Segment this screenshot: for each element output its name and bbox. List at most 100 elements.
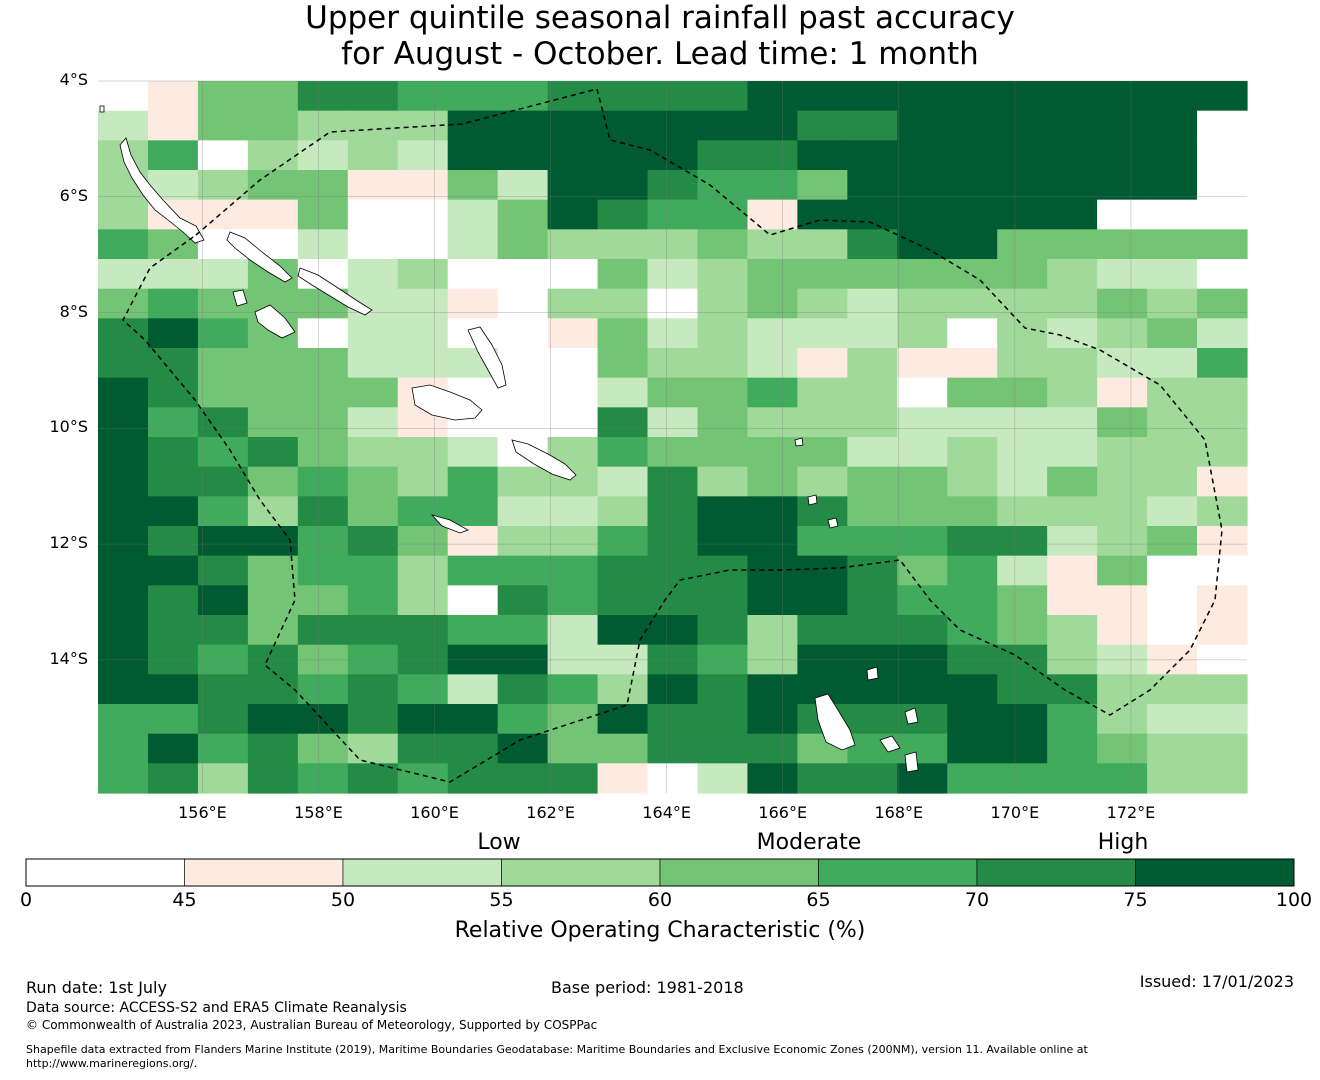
grid-cell bbox=[1197, 555, 1248, 586]
grid-cell bbox=[1047, 140, 1098, 171]
grid-cell bbox=[647, 615, 699, 646]
grid-cell bbox=[1047, 81, 1098, 112]
grid-cell bbox=[897, 318, 948, 349]
grid-cell bbox=[1147, 437, 1198, 468]
grid-cell bbox=[447, 81, 499, 112]
grid-cell bbox=[497, 348, 549, 379]
grid-cell bbox=[98, 81, 149, 112]
grid-cell bbox=[1147, 407, 1198, 438]
grid-cell bbox=[947, 140, 998, 171]
island-rendova bbox=[232, 289, 248, 307]
longitude-label: 156°E bbox=[178, 803, 227, 822]
grid-cell bbox=[747, 704, 798, 735]
grid-cell bbox=[897, 407, 948, 438]
longitude-label: 168°E bbox=[874, 803, 924, 822]
grid-cell bbox=[547, 704, 599, 735]
grid-cell bbox=[647, 110, 699, 141]
grid-cell bbox=[547, 377, 599, 408]
grid-cell bbox=[1047, 733, 1098, 764]
grid-cell bbox=[797, 377, 848, 408]
grid-cell bbox=[347, 199, 399, 230]
grid-cell bbox=[947, 348, 998, 379]
grid-cell bbox=[997, 674, 1048, 705]
grid-cell bbox=[1147, 496, 1198, 527]
grid-cell bbox=[597, 348, 649, 379]
grid-cell bbox=[647, 288, 699, 319]
grid-cell bbox=[1047, 199, 1098, 230]
grid-cell bbox=[297, 437, 349, 468]
grid-cell bbox=[98, 555, 149, 586]
grid-cell bbox=[1097, 377, 1148, 408]
grid-cell bbox=[947, 377, 998, 408]
grid-cell bbox=[347, 555, 399, 586]
grid-cell bbox=[947, 199, 998, 230]
title-line-2: for August - October. Lead time: 1 month bbox=[341, 36, 979, 72]
grid-cell bbox=[797, 555, 848, 586]
grid-cell bbox=[597, 585, 649, 616]
grid-cell bbox=[347, 674, 399, 705]
grid-cell bbox=[1197, 377, 1248, 408]
grid-cell bbox=[647, 585, 699, 616]
grid-cell bbox=[1047, 585, 1098, 616]
grid-cell bbox=[697, 615, 749, 646]
grid-cell bbox=[697, 733, 749, 764]
grid-cell bbox=[397, 288, 449, 319]
grid-cell bbox=[897, 763, 948, 794]
grid-cell bbox=[747, 615, 798, 646]
grid-cell bbox=[447, 555, 499, 586]
grid-cell bbox=[147, 555, 199, 586]
grid-cell bbox=[197, 496, 249, 527]
grid-cell bbox=[747, 466, 798, 497]
grid-cell bbox=[247, 496, 299, 527]
grid-cell bbox=[647, 733, 699, 764]
grid-cell bbox=[197, 466, 249, 497]
colorbar-frame bbox=[25, 858, 1295, 887]
grid-cell bbox=[497, 496, 549, 527]
grid-cell bbox=[397, 259, 449, 290]
grid-cell bbox=[997, 140, 1048, 171]
grid-cell bbox=[1197, 229, 1248, 260]
grid-cell bbox=[697, 763, 749, 794]
grid-cell bbox=[597, 733, 649, 764]
grid-cell bbox=[847, 555, 898, 586]
grid-cell bbox=[597, 318, 649, 349]
grid-cell bbox=[647, 466, 699, 497]
grid-cell bbox=[1147, 704, 1198, 735]
grid-cell bbox=[297, 377, 349, 408]
grid-cell bbox=[647, 348, 699, 379]
grid-cell bbox=[747, 496, 798, 527]
graticule bbox=[98, 80, 1247, 793]
grid-cell bbox=[297, 496, 349, 527]
grid-cell bbox=[197, 81, 249, 112]
grid-cell bbox=[147, 674, 199, 705]
grid-cell bbox=[1197, 140, 1248, 171]
grid-cell bbox=[497, 763, 549, 794]
colorbar-tick-label: 0 bbox=[19, 889, 33, 911]
grid-cell bbox=[947, 496, 998, 527]
grid-cell bbox=[947, 437, 998, 468]
grid-cell bbox=[747, 110, 798, 141]
grid-cell bbox=[997, 81, 1048, 112]
grid-cell bbox=[147, 704, 199, 735]
grid-cell bbox=[1047, 318, 1098, 349]
grid-cell bbox=[197, 377, 249, 408]
grid-cell bbox=[1147, 585, 1198, 616]
grid-cell bbox=[447, 170, 499, 201]
grid-cell bbox=[597, 81, 649, 112]
grid-cell bbox=[647, 259, 699, 290]
grid-cell bbox=[147, 81, 199, 112]
grid-cell bbox=[297, 229, 349, 260]
grid-cell bbox=[597, 140, 649, 171]
grid-cell bbox=[1097, 466, 1148, 497]
grid-cell bbox=[447, 110, 499, 141]
grid-cell bbox=[397, 199, 449, 230]
grid-cell bbox=[1147, 229, 1198, 260]
grid-cell bbox=[897, 229, 948, 260]
grid-cell bbox=[897, 110, 948, 141]
grid-cell bbox=[397, 674, 449, 705]
colorbar-tick-label: 65 bbox=[806, 889, 831, 911]
grid-cell bbox=[397, 585, 449, 616]
grid-cell bbox=[397, 763, 449, 794]
grid-cell bbox=[797, 288, 848, 319]
grid-cell bbox=[697, 496, 749, 527]
